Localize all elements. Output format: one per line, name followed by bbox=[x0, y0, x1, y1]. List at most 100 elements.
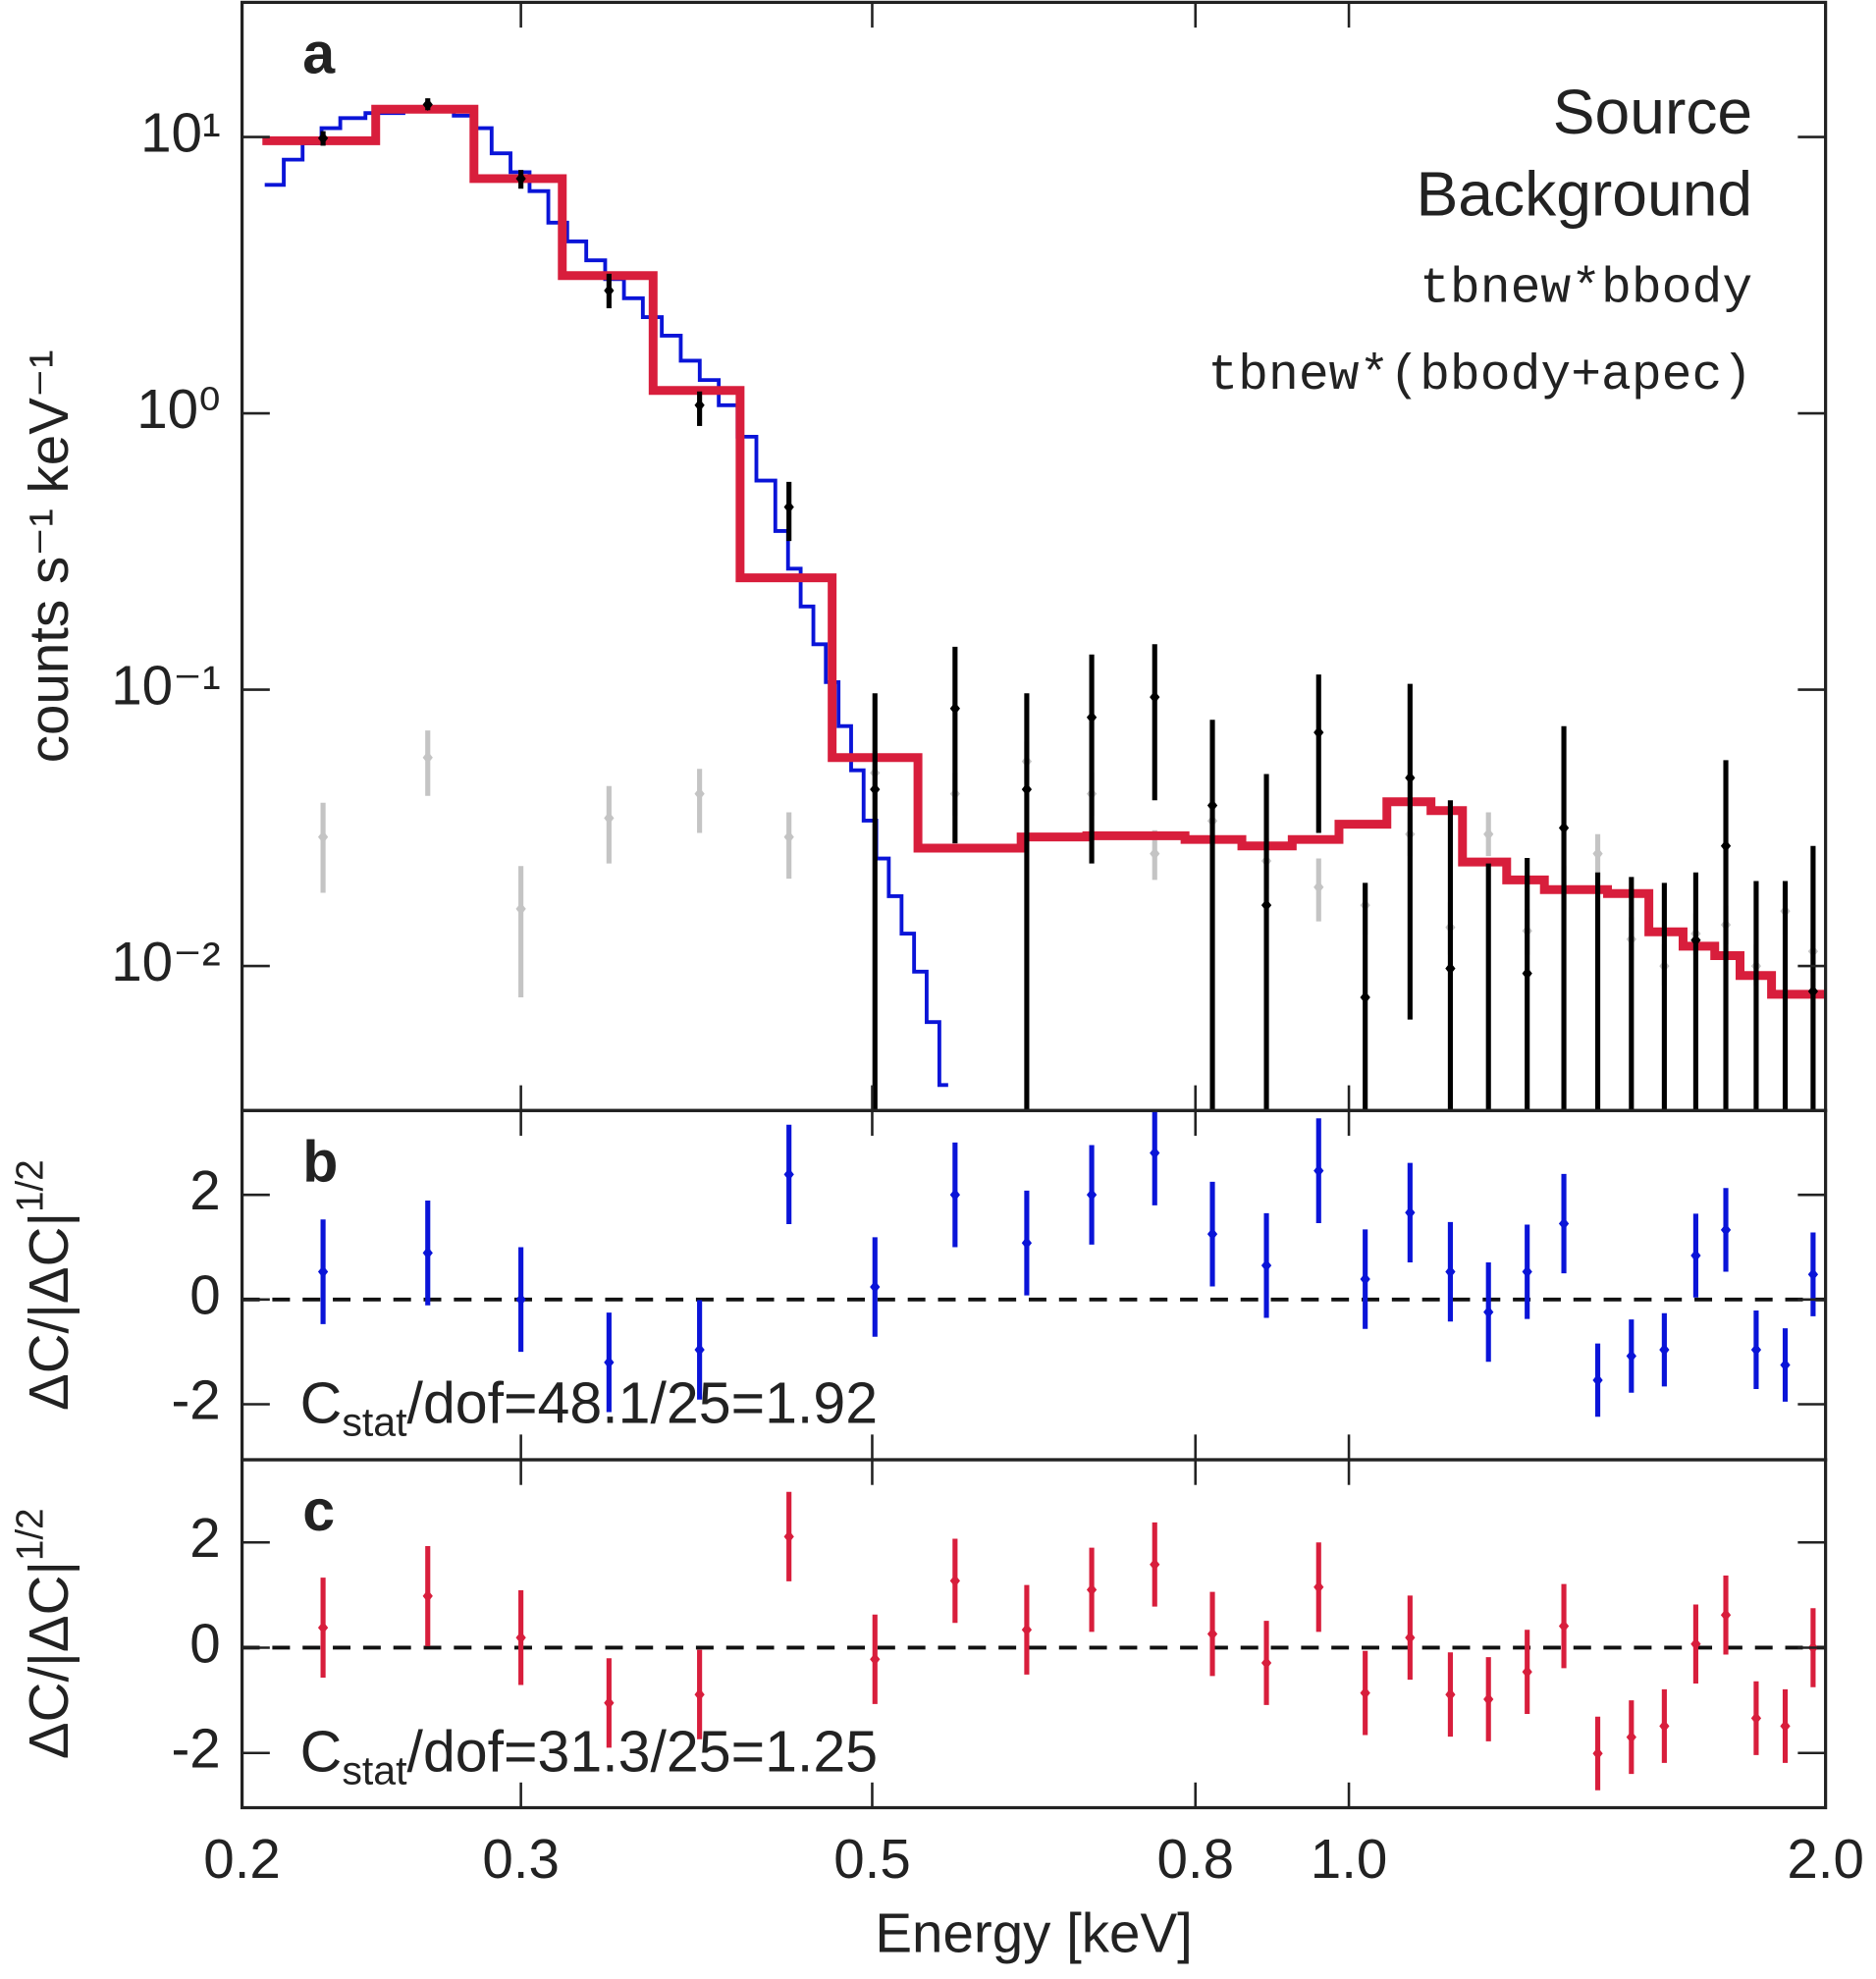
data-point bbox=[1260, 898, 1272, 912]
data-point bbox=[1445, 1265, 1456, 1278]
x-tick-label: 0.2 bbox=[203, 1828, 281, 1890]
data-point bbox=[783, 1529, 794, 1543]
data-point bbox=[783, 501, 794, 513]
y-tick-label: 10⁻¹ bbox=[111, 655, 220, 717]
data-point bbox=[1150, 1558, 1160, 1572]
data-point bbox=[317, 1621, 329, 1634]
data-point bbox=[515, 1631, 526, 1644]
plot-area bbox=[262, 98, 1826, 1139]
data-point bbox=[1558, 1620, 1570, 1632]
data-point bbox=[1360, 1686, 1370, 1700]
data-point bbox=[1690, 1249, 1701, 1262]
data-point bbox=[1750, 1711, 1762, 1725]
y-axis-label: counts s⁻¹ keV⁻¹ bbox=[18, 349, 80, 763]
y-axis-label-sup: 1/2 bbox=[10, 1159, 52, 1212]
data-point bbox=[1086, 711, 1098, 724]
data-point bbox=[1360, 1272, 1370, 1286]
data-point bbox=[1483, 1692, 1494, 1706]
panel-label: b bbox=[302, 1129, 338, 1194]
data-point bbox=[1260, 1656, 1272, 1670]
data-point bbox=[1626, 1731, 1636, 1744]
data-point bbox=[1483, 828, 1494, 841]
data-point bbox=[1021, 1623, 1033, 1636]
data-point bbox=[694, 1343, 705, 1357]
data-point bbox=[1445, 962, 1456, 975]
data-point bbox=[317, 1265, 329, 1278]
data-point bbox=[1313, 1164, 1324, 1178]
data-point bbox=[1021, 782, 1033, 796]
data-point bbox=[1206, 799, 1218, 812]
model-line bbox=[262, 104, 1826, 999]
data-point bbox=[1313, 1580, 1324, 1594]
data-point bbox=[1150, 1147, 1160, 1159]
data-point bbox=[317, 830, 329, 844]
data-point bbox=[422, 1246, 433, 1259]
annotation-sub: stat bbox=[342, 1747, 407, 1792]
data-point bbox=[870, 1280, 881, 1294]
data-point bbox=[604, 284, 615, 297]
annotation-sub: stat bbox=[342, 1400, 407, 1445]
data-point bbox=[515, 902, 526, 916]
y-tick-label: 10⁻² bbox=[111, 931, 220, 992]
y-axis-label-text: ΔC/|ΔC| bbox=[18, 1561, 80, 1759]
x-axis-label: Energy [keV] bbox=[875, 1902, 1192, 1964]
annotation: Cstat/dof=31.3/25=1.25 bbox=[300, 1719, 878, 1792]
data-point bbox=[783, 830, 794, 844]
legend-entry: Source bbox=[1553, 77, 1752, 147]
panel-label: c bbox=[302, 1478, 335, 1543]
data-point bbox=[1592, 1126, 1602, 1139]
data-point bbox=[870, 782, 881, 796]
legend-entry: tbnew*bbody bbox=[1420, 261, 1752, 318]
data-point bbox=[1780, 1719, 1791, 1733]
data-point bbox=[1558, 822, 1570, 834]
data-point bbox=[1751, 1126, 1761, 1139]
data-point bbox=[422, 751, 433, 765]
x-tick-label: 1.0 bbox=[1311, 1828, 1388, 1890]
data-point bbox=[1313, 881, 1324, 894]
data-point bbox=[1483, 1306, 1494, 1319]
y-tick-label: 2 bbox=[189, 1159, 220, 1221]
data-point bbox=[1021, 1236, 1033, 1250]
data-point bbox=[870, 1652, 881, 1666]
data-point bbox=[1522, 967, 1532, 981]
y-tick-label: 10¹ bbox=[140, 101, 221, 163]
data-point bbox=[1206, 1628, 1218, 1640]
data-point bbox=[1592, 847, 1603, 861]
data-point bbox=[1360, 990, 1370, 1004]
data-point bbox=[1720, 1608, 1732, 1622]
data-point bbox=[1626, 1350, 1636, 1363]
data-point bbox=[1483, 1126, 1493, 1139]
panel: 10¹ 10⁰ 10⁻¹ 10⁻² counts s⁻¹ keV⁻¹ a Source Bac… bbox=[18, 0, 1828, 1139]
x-tick-label: 0.3 bbox=[482, 1828, 560, 1890]
data-point bbox=[1720, 839, 1732, 853]
data-point bbox=[604, 1696, 615, 1710]
data-point bbox=[1086, 1583, 1098, 1596]
data-point bbox=[317, 132, 329, 145]
data-point bbox=[1445, 1687, 1456, 1701]
data-point bbox=[1558, 1217, 1570, 1230]
data-point bbox=[1659, 1719, 1670, 1733]
panel-frame bbox=[240, 1458, 1828, 1810]
data-point bbox=[1659, 1126, 1669, 1139]
x-tick-label: 2.0 bbox=[1787, 1828, 1864, 1890]
data-point bbox=[1086, 1188, 1098, 1202]
data-point bbox=[604, 1356, 615, 1369]
data-point bbox=[1592, 1746, 1603, 1760]
annotation-base: C bbox=[300, 1719, 343, 1784]
data-point bbox=[1720, 1223, 1732, 1237]
data-point bbox=[1780, 1126, 1790, 1139]
data-point bbox=[1206, 1227, 1218, 1241]
data-point bbox=[1627, 1126, 1636, 1139]
annotation-text: /dof=31.3/25=1.25 bbox=[407, 1719, 879, 1784]
y-tick-label: 0 bbox=[189, 1612, 220, 1674]
y-axis-label-text: ΔC/|ΔC| bbox=[18, 1212, 80, 1411]
y-tick-label: -2 bbox=[171, 1718, 220, 1780]
data-point bbox=[1405, 1205, 1416, 1219]
data-point bbox=[1807, 1267, 1819, 1281]
data-point bbox=[949, 702, 960, 716]
legend-entry: Background bbox=[1416, 159, 1752, 230]
panel-label: a bbox=[302, 22, 336, 86]
y-axis-label-sup: 1/2 bbox=[10, 1508, 52, 1561]
data-point bbox=[422, 1589, 433, 1603]
data-point bbox=[949, 1574, 960, 1587]
